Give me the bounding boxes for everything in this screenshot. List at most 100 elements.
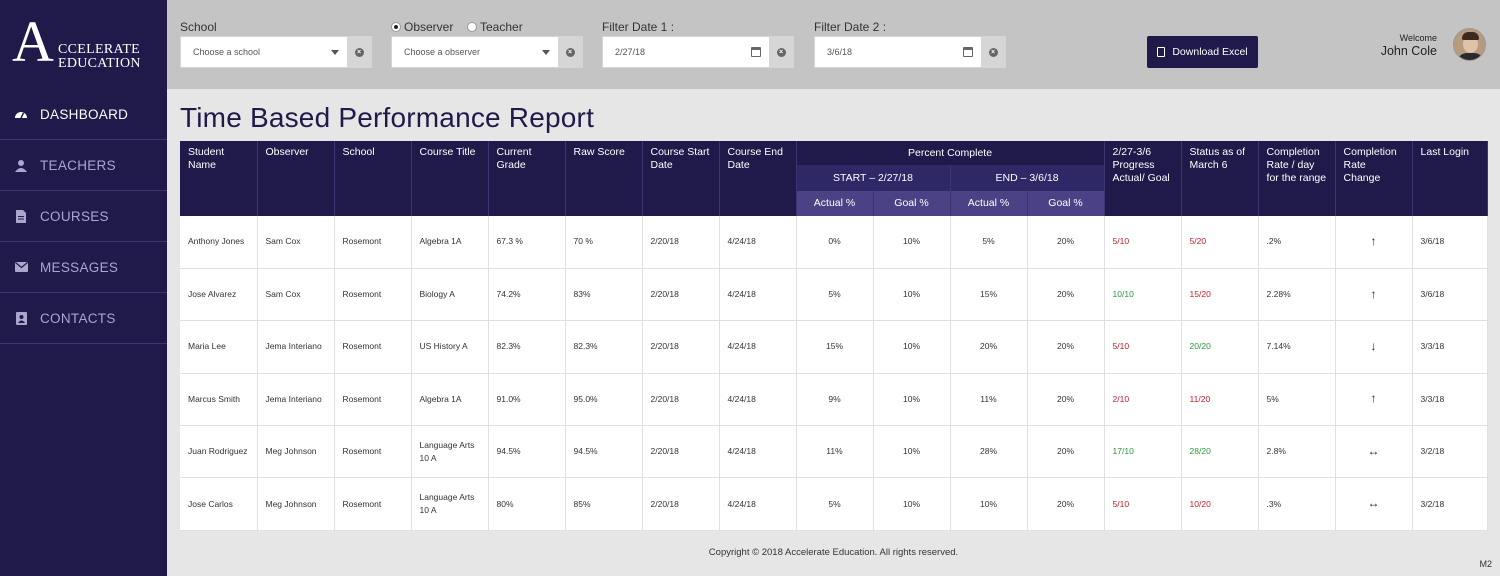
table-row[interactable]: Marcus Smith Jema Interiano Rosemont Algebr… bbox=[180, 373, 1488, 427]
student-name-cell: Juan Rodriguez bbox=[180, 425, 258, 479]
header-student[interactable]: Student Name bbox=[180, 141, 258, 216]
clear-date-2-button[interactable]: × bbox=[981, 37, 1005, 67]
end-goal-cell: 20% bbox=[1027, 373, 1105, 427]
header-end-range: END – 3/6/18 bbox=[950, 165, 1105, 191]
completion-rate-cell: .2% bbox=[1258, 216, 1336, 269]
school-cell: Rosemont bbox=[334, 425, 412, 479]
last-login-cell: 3/6/18 bbox=[1412, 268, 1488, 322]
status-cell: 5/20 bbox=[1181, 216, 1259, 269]
start-goal-cell: 10% bbox=[873, 373, 951, 427]
clear-school-button[interactable]: × bbox=[347, 37, 371, 67]
observer-cell: Sam Cox bbox=[257, 268, 335, 322]
teacher-radio-label: Teacher bbox=[480, 20, 523, 34]
course-end-cell: 4/24/18 bbox=[719, 216, 797, 269]
header-grade[interactable]: Current Grade bbox=[488, 141, 566, 216]
student-name-cell: Anthony Jones bbox=[180, 216, 258, 269]
calendar-icon[interactable] bbox=[963, 47, 973, 57]
filter-bar: School Choose a school × Observer Teache… bbox=[167, 0, 1500, 89]
status-cell: 10/20 bbox=[1181, 477, 1259, 531]
download-excel-label: Download Excel bbox=[1172, 46, 1248, 58]
observer-select-text: Choose a observer bbox=[404, 47, 481, 57]
sidebar-item-label: COURSES bbox=[40, 208, 109, 224]
completion-rate-cell: 2.28% bbox=[1258, 268, 1336, 322]
table-row[interactable]: Jose Carlos Meg Johnson Rosemont Language A… bbox=[180, 477, 1488, 531]
download-excel-button[interactable]: Download Excel bbox=[1147, 36, 1258, 68]
observer-select[interactable]: Choose a observer × bbox=[391, 36, 583, 68]
clear-date-1-button[interactable]: × bbox=[769, 37, 793, 67]
progress-cell: 17/10 bbox=[1104, 425, 1182, 479]
school-select[interactable]: Choose a school × bbox=[180, 36, 372, 68]
teacher-radio[interactable]: Teacher bbox=[467, 20, 523, 34]
status-cell: 15/20 bbox=[1181, 268, 1259, 322]
current-grade-cell: 80% bbox=[488, 477, 566, 531]
raw-score-cell: 70 % bbox=[565, 216, 643, 269]
header-status[interactable]: Status as of March 6 bbox=[1181, 141, 1259, 216]
observer-cell: Jema Interiano bbox=[257, 373, 335, 427]
table-row[interactable]: Maria Lee Jema Interiano Rosemont US Histor… bbox=[180, 320, 1488, 374]
table-row[interactable]: Jose Alvarez Sam Cox Rosemont Biology A 74.2… bbox=[180, 268, 1488, 322]
last-login-cell: 3/3/18 bbox=[1412, 373, 1488, 427]
course-start-cell: 2/20/18 bbox=[642, 268, 720, 322]
observer-radio[interactable]: Observer bbox=[391, 20, 453, 34]
filter-date-1-input[interactable]: 2/27/18 × bbox=[602, 36, 794, 68]
calendar-icon[interactable] bbox=[751, 47, 761, 57]
header-raw[interactable]: Raw Score bbox=[565, 141, 643, 216]
progress-cell: 5/10 bbox=[1104, 216, 1182, 269]
header-last-login[interactable]: Last Login bbox=[1412, 141, 1488, 216]
filter-date-2-input[interactable]: 3/6/18 × bbox=[814, 36, 1006, 68]
user-icon bbox=[14, 158, 28, 172]
rate-change-cell: ↑ bbox=[1335, 373, 1413, 427]
course-title-cell: Algebra 1A bbox=[411, 216, 489, 269]
accelerate-education-logo[interactable]: A CCELERATE EDUCATION bbox=[12, 12, 157, 76]
sidebar-item-teachers[interactable]: TEACHERS bbox=[0, 140, 167, 191]
end-actual-cell: 10% bbox=[950, 477, 1028, 531]
table-row[interactable]: Anthony Jones Sam Cox Rosemont Algebra 1A 67… bbox=[180, 216, 1488, 269]
current-grade-cell: 82.3% bbox=[488, 320, 566, 374]
header-observer[interactable]: Observer bbox=[257, 141, 335, 216]
sidebar-nav: DASHBOARD TEACHERS COURSES MESSAGES CONTACTS bbox=[0, 89, 167, 344]
arrow-up-icon: ↑ bbox=[1370, 391, 1377, 406]
header-end-goal[interactable]: Goal % bbox=[1027, 191, 1105, 216]
raw-score-cell: 83% bbox=[565, 268, 643, 322]
raw-score-cell: 95.0% bbox=[565, 373, 643, 427]
header-end-date[interactable]: Course End Date bbox=[719, 141, 797, 216]
sidebar-item-courses[interactable]: COURSES bbox=[0, 191, 167, 242]
close-icon: × bbox=[565, 47, 575, 57]
header-course[interactable]: Course Title bbox=[411, 141, 489, 216]
end-goal-cell: 20% bbox=[1027, 268, 1105, 322]
header-end-actual[interactable]: Actual % bbox=[950, 191, 1028, 216]
raw-score-cell: 85% bbox=[565, 477, 643, 531]
header-start-actual[interactable]: Actual % bbox=[796, 191, 874, 216]
sidebar-item-messages[interactable]: MESSAGES bbox=[0, 242, 167, 293]
arrow-down-icon: ↓ bbox=[1370, 338, 1377, 353]
rate-change-cell: ↑ bbox=[1335, 268, 1413, 322]
end-actual-cell: 15% bbox=[950, 268, 1028, 322]
header-rate-change[interactable]: Completion Rate Change bbox=[1335, 141, 1413, 216]
page-title: Time Based Performance Report bbox=[180, 102, 595, 133]
completion-rate-cell: 7.14% bbox=[1258, 320, 1336, 374]
observer-radio-dot[interactable] bbox=[391, 22, 401, 32]
header-rate[interactable]: Completion Rate / day for the range bbox=[1258, 141, 1336, 216]
student-name-cell: Jose Alvarez bbox=[180, 268, 258, 322]
header-start-goal[interactable]: Goal % bbox=[873, 191, 951, 216]
course-title-cell: Algebra 1A bbox=[411, 373, 489, 427]
sidebar-item-dashboard[interactable]: DASHBOARD bbox=[0, 89, 167, 140]
table-row[interactable]: Juan Rodriguez Meg Johnson Rosemont Languag… bbox=[180, 425, 1488, 479]
end-goal-cell: 20% bbox=[1027, 216, 1105, 269]
avatar[interactable] bbox=[1453, 28, 1486, 61]
clear-observer-button[interactable]: × bbox=[558, 37, 582, 67]
chevron-down-icon bbox=[331, 49, 339, 55]
teacher-radio-dot[interactable] bbox=[467, 22, 477, 32]
observer-radio-label: Observer bbox=[404, 20, 454, 34]
header-start-date[interactable]: Course Start Date bbox=[642, 141, 720, 216]
raw-score-cell: 82.3% bbox=[565, 320, 643, 374]
logo-line-1: CCELERATE bbox=[58, 42, 141, 57]
sidebar-item-label: DASHBOARD bbox=[40, 106, 129, 122]
start-goal-cell: 10% bbox=[873, 320, 951, 374]
sidebar-item-contacts[interactable]: CONTACTS bbox=[0, 293, 167, 344]
header-progress[interactable]: 2/27-3/6 Progress Actual/ Goal bbox=[1104, 141, 1182, 216]
observer-cell: Sam Cox bbox=[257, 216, 335, 269]
close-icon: × bbox=[354, 47, 364, 57]
status-cell: 11/20 bbox=[1181, 373, 1259, 427]
header-school[interactable]: School bbox=[334, 141, 412, 216]
